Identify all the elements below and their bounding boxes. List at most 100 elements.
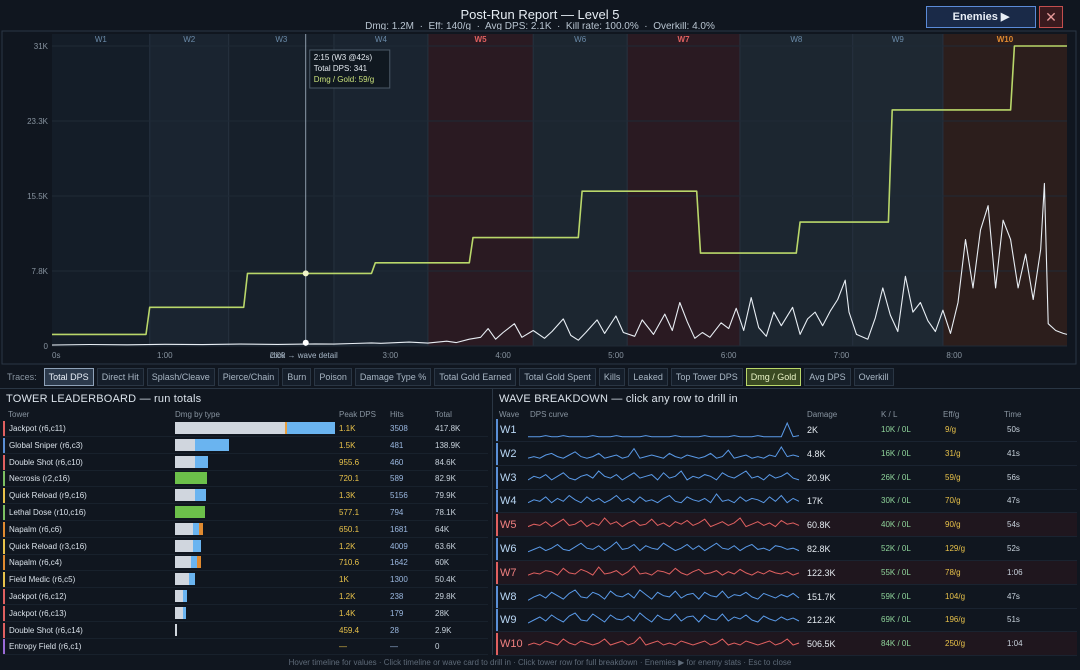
wave-label-w1[interactable]: W1 — [95, 35, 108, 44]
wave-row-w6[interactable]: W6 82.8K 52K / 0L 129/g 52s — [496, 537, 1077, 561]
tower-accent — [3, 505, 5, 520]
wave-label-w2[interactable]: W2 — [183, 35, 196, 44]
trace-poison[interactable]: Poison — [314, 368, 352, 386]
tower-name: Jackpot (r6,c11) — [9, 424, 66, 433]
col-hits: Hits — [390, 410, 404, 419]
wave-accent — [496, 442, 498, 465]
tower-name: Double Shot (r6,c10) — [9, 457, 83, 467]
tower-row[interactable]: Quick Reload (r9,c16) 1.3K 5156 79.9K — [3, 487, 488, 505]
wave-row-w3[interactable]: W3 20.9K 26K / 0L 59/g 56s — [496, 466, 1077, 490]
wave-band[interactable] — [427, 34, 534, 346]
trace-leaked[interactable]: Leaked — [628, 368, 668, 386]
tower-row[interactable]: Jackpot (r6,c11) 1.1K 3508 417.8K — [3, 420, 488, 437]
dmg-type-segment — [191, 556, 197, 569]
trace-total-gold-earned[interactable]: Total Gold Earned — [434, 368, 517, 386]
wave-row-w2[interactable]: W2 4.8K 16K / 0L 31/g 41s — [496, 442, 1077, 466]
trace-overkill[interactable]: Overkill — [853, 368, 894, 386]
tower-row[interactable]: Necrosis (r2,c16) 720.1 589 82.9K — [3, 470, 488, 488]
dmg-type-segment — [199, 522, 203, 535]
wave-band[interactable] — [739, 34, 853, 346]
tower-row[interactable]: Quick Reload (r3,c16) 1.2K 4009 63.6K — [3, 538, 488, 555]
trace-pierce-chain[interactable]: Pierce/Chain — [217, 368, 280, 386]
wave-row-w7[interactable]: W7 122.3K 55K / 0L 78/g 1:06 — [496, 560, 1077, 585]
dmg-type-segment — [183, 590, 187, 602]
trace-direct-hit[interactable]: Direct Hit — [96, 368, 144, 386]
wave-label-w8[interactable]: W8 — [790, 35, 803, 44]
trace-total-dps[interactable]: Total DPS — [43, 368, 94, 386]
wave-band[interactable] — [627, 34, 740, 346]
y-tick-label: 15.5K — [27, 192, 49, 201]
trace-dmg-gold[interactable]: Dmg / Gold — [745, 368, 802, 386]
wave-efficiency: 78/g — [945, 567, 961, 577]
wave-label-w6[interactable]: W6 — [574, 35, 587, 44]
wave-label-w7[interactable]: W7 — [678, 35, 691, 44]
peak-dps: 1K — [339, 575, 349, 585]
sparkline-path — [528, 565, 800, 576]
wave-row-w9[interactable]: W9 212.2K 69K / 0L 196/g 51s — [496, 608, 1077, 633]
wave-row-w1[interactable]: W1 2K 10K / 0L 9/g 50s — [496, 418, 1077, 442]
peak-dps: 650.1 — [339, 524, 360, 534]
tower-accent — [3, 605, 5, 621]
col-peak-dps: Peak DPS — [339, 410, 376, 419]
peak-dps: 1.5K — [339, 440, 356, 450]
wave-name: W8 — [500, 590, 517, 603]
wave-row-w5[interactable]: W5 60.8K 40K / 0L 90/g 54s — [496, 513, 1077, 538]
tower-row[interactable]: Napalm (r6,c4) 710.6 1642 60K — [3, 554, 488, 572]
col-kl: K / L — [881, 410, 898, 419]
wave-label-w10[interactable]: W10 — [997, 35, 1014, 44]
wave-efficiency: 31/g — [945, 448, 961, 458]
wave-row-w10[interactable]: W10 506.5K 84K / 0L 250/g 1:04 — [496, 632, 1077, 657]
tower-row[interactable]: Field Medic (r6,c5) 1K 1300 50.4K — [3, 571, 488, 589]
enemies-button[interactable]: Enemies ▶ — [926, 6, 1036, 28]
trace-burn[interactable]: Burn — [282, 368, 312, 386]
wave-damage: 17K — [807, 496, 824, 507]
trace-avg-dps[interactable]: Avg DPS — [804, 368, 851, 386]
timeline-chart[interactable]: 31K 23.3K 15.5K 7.8K 0 0s 1:00 2:00 3:00 4:00 5:0… — [0, 30, 1080, 366]
wave-kills-leaks: 69K / 0L — [881, 615, 911, 625]
tower-accent — [3, 589, 5, 604]
dmg-by-type-bar — [175, 623, 177, 636]
wave-label-w3[interactable]: W3 — [275, 35, 288, 44]
wave-band[interactable] — [52, 34, 150, 346]
wave-accent — [496, 609, 498, 632]
wave-label-w5[interactable]: W5 — [475, 35, 488, 44]
wave-row-w8[interactable]: W8 151.7K 59K / 0L 104/g 47s — [496, 585, 1077, 609]
trace-damage-type[interactable]: Damage Type % — [354, 368, 432, 386]
trace-total-gold-spent[interactable]: Total Gold Spent — [519, 368, 596, 386]
total-damage: 64K — [435, 524, 450, 534]
wave-band[interactable] — [149, 34, 229, 346]
total-damage: 79.9K — [435, 491, 456, 501]
x-tick-label: 6:00 — [721, 351, 737, 360]
close-button[interactable]: ✕ — [1039, 6, 1063, 28]
wave-kills-leaks: 55K / 0L — [881, 567, 911, 577]
dps-sparkline — [528, 612, 800, 624]
wave-label-w9[interactable]: W9 — [892, 35, 905, 44]
trace-splash-cleave[interactable]: Splash/Cleave — [146, 368, 215, 386]
tower-row[interactable]: Napalm (r6,c6) 650.1 1681 64K — [3, 521, 488, 538]
wave-row-w4[interactable]: W4 17K 30K / 0L 70/g 47s — [496, 489, 1077, 514]
wave-band[interactable] — [942, 34, 1067, 346]
dmg-type-segment — [175, 455, 195, 468]
tower-name: Jackpot (r6,c12) — [9, 592, 67, 601]
peak-dps: 1.1K — [339, 424, 356, 433]
hover-point-dps — [302, 339, 309, 346]
trace-top-tower-dps[interactable]: Top Tower DPS — [670, 368, 743, 386]
tower-row[interactable]: Global Sniper (r6,c3) 1.5K 481 138.9K — [3, 437, 488, 454]
wave-band[interactable] — [533, 34, 628, 346]
tower-row[interactable]: Jackpot (r6,c13) 1.4K 179 28K — [3, 605, 488, 622]
dmg-type-segment — [193, 539, 201, 552]
tower-row[interactable]: Jackpot (r6,c12) 1.2K 238 29.8K — [3, 588, 488, 605]
wave-band[interactable] — [852, 34, 943, 346]
tower-name: Napalm (r6,c4) — [9, 558, 62, 568]
tower-row[interactable]: Double Shot (r6,c10) 955.6 460 84.6K — [3, 454, 488, 471]
tower-row[interactable]: Double Shot (r6,c14) 459.4 28 2.9K — [3, 622, 488, 639]
tower-row[interactable]: Entropy Field (r6,c1) — — 0 — [3, 638, 488, 656]
trace-kills[interactable]: Kills — [598, 368, 626, 386]
peak-dps: 1.3K — [339, 491, 356, 501]
y-tick-label: 0 — [44, 342, 49, 351]
wave-damage: 506.5K — [807, 639, 836, 650]
wave-label-w4[interactable]: W4 — [375, 35, 388, 44]
tower-name: Lethal Dose (r10,c16) — [9, 508, 86, 517]
tower-row[interactable]: Lethal Dose (r10,c16) 577.1 794 78.1K — [3, 504, 488, 521]
sparkline-path — [528, 469, 800, 481]
